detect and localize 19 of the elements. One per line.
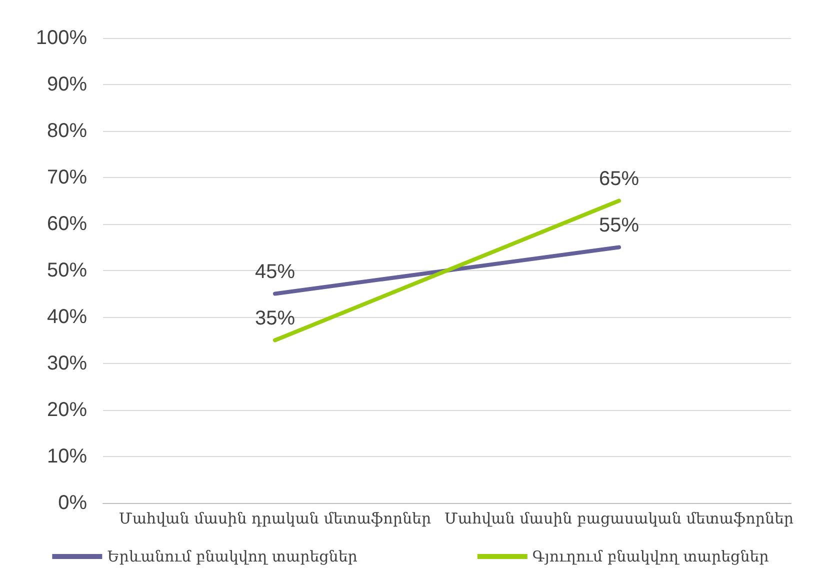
- y-tick-label: 50%: [46, 260, 88, 282]
- y-tick-label: 70%: [46, 166, 88, 188]
- x-tick-label: Մահվան մասին բացասական մետաֆորներ: [444, 510, 794, 528]
- y-tick-label: 80%: [46, 120, 88, 142]
- y-tick-label: 90%: [46, 74, 88, 96]
- data-label: 55%: [598, 214, 640, 236]
- data-label: 65%: [598, 168, 640, 190]
- data-label: 45%: [254, 260, 296, 283]
- data-label: 35%: [254, 307, 296, 330]
- y-tick-label: 40%: [46, 306, 88, 328]
- legend-label: Գյուղում բնակվող տարեցներ: [532, 548, 770, 566]
- y-tick-label: 20%: [46, 399, 88, 421]
- y-tick-label: 0%: [58, 492, 88, 514]
- y-tick-label: 10%: [46, 446, 88, 468]
- x-tick-label: Մահվան մասին դրական մետաֆորներ: [118, 510, 432, 528]
- y-tick-label: 30%: [46, 352, 88, 374]
- y-tick-label: 60%: [46, 213, 88, 235]
- legend-label: Երևանում բնակվող տարեցներ: [107, 548, 358, 566]
- y-tick-label: 100%: [36, 27, 88, 49]
